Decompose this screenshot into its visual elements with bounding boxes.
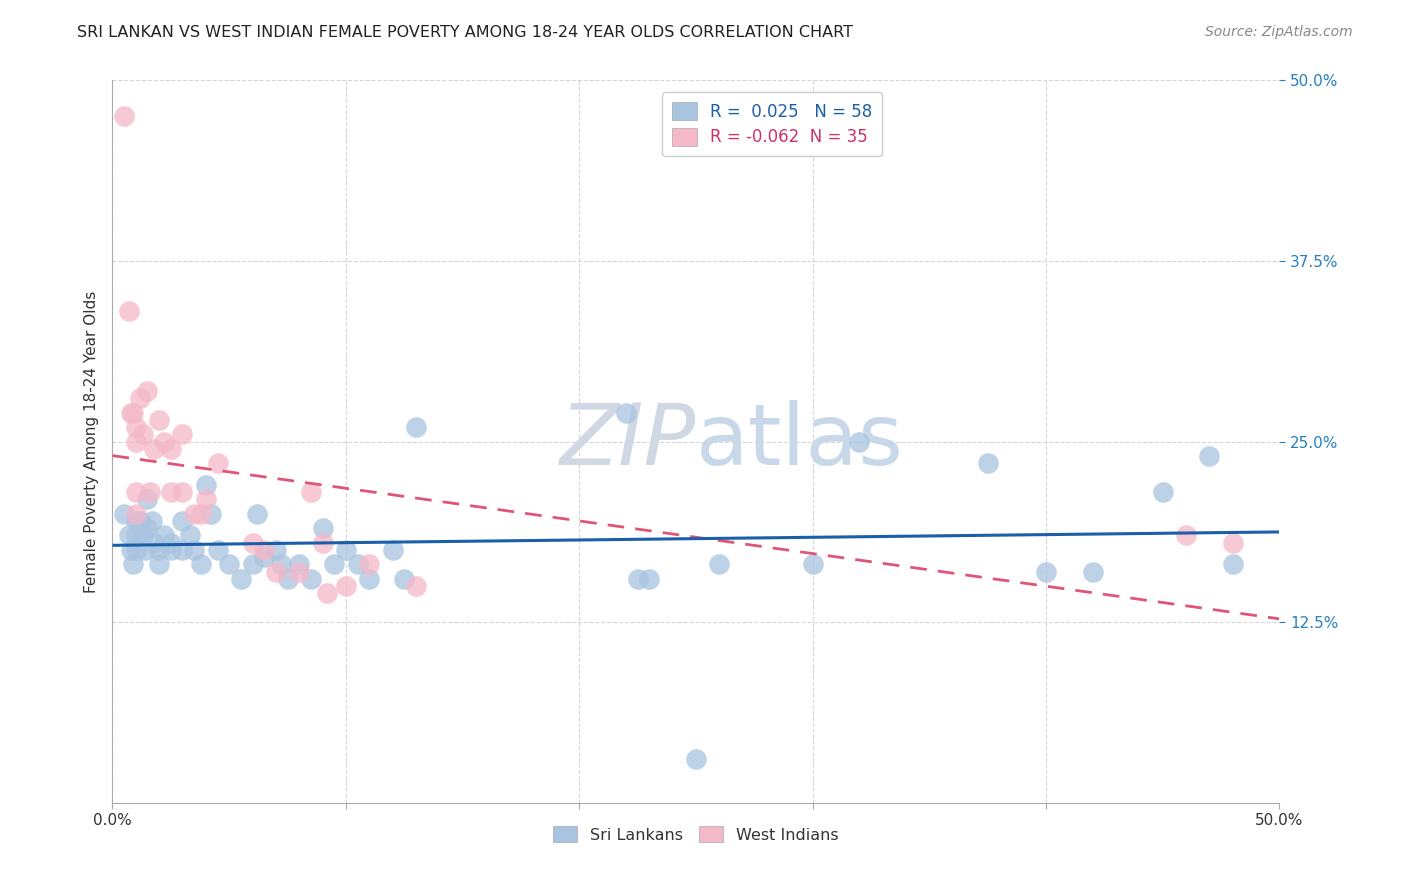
Point: [125, 507, 148, 521]
Legend: Sri Lankans, West Indians: Sri Lankans, West Indians: [547, 820, 845, 849]
Point: [335, 542, 357, 557]
Point: [299, 572, 322, 586]
Point: [1081, 565, 1104, 579]
Point: [709, 558, 731, 572]
Point: [132, 528, 155, 542]
Point: [125, 528, 148, 542]
Point: [276, 572, 298, 586]
Point: [190, 507, 212, 521]
Point: [1222, 535, 1244, 549]
Point: [172, 427, 194, 442]
Point: [264, 565, 287, 579]
Point: [160, 542, 183, 557]
Text: SRI LANKAN VS WEST INDIAN FEMALE POVERTY AMONG 18-24 YEAR OLDS CORRELATION CHART: SRI LANKAN VS WEST INDIAN FEMALE POVERTY…: [77, 25, 853, 40]
Point: [381, 542, 404, 557]
Point: [270, 558, 292, 572]
Point: [190, 558, 212, 572]
Point: [112, 110, 135, 124]
Point: [172, 542, 194, 557]
Point: [148, 558, 170, 572]
Point: [139, 485, 162, 500]
Point: [122, 406, 145, 420]
Point: [614, 406, 637, 420]
Point: [1175, 528, 1198, 542]
Text: Source: ZipAtlas.com: Source: ZipAtlas.com: [1205, 25, 1353, 39]
Point: [346, 558, 368, 572]
Point: [218, 558, 240, 572]
Point: [200, 507, 222, 521]
Point: [299, 485, 322, 500]
Y-axis label: Female Poverty Among 18-24 Year Olds: Female Poverty Among 18-24 Year Olds: [83, 291, 98, 592]
Point: [118, 528, 141, 542]
Point: [194, 478, 217, 492]
Point: [685, 752, 707, 766]
Point: [848, 434, 870, 449]
Point: [129, 514, 152, 528]
Point: [394, 572, 416, 586]
Point: [311, 521, 333, 535]
Point: [1035, 565, 1057, 579]
Point: [160, 442, 183, 456]
Point: [316, 586, 339, 600]
Point: [801, 558, 824, 572]
Point: [638, 572, 661, 586]
Point: [976, 456, 998, 470]
Point: [172, 514, 194, 528]
Point: [143, 442, 166, 456]
Point: [136, 492, 159, 507]
Point: [120, 406, 142, 420]
Point: [229, 572, 252, 586]
Point: [134, 542, 156, 557]
Point: [125, 434, 148, 449]
Point: [253, 550, 276, 565]
Point: [183, 542, 205, 557]
Point: [288, 558, 311, 572]
Point: [112, 507, 135, 521]
Point: [125, 485, 148, 500]
Point: [207, 542, 229, 557]
Point: [405, 420, 427, 434]
Point: [172, 485, 194, 500]
Point: [405, 579, 427, 593]
Point: [1222, 558, 1244, 572]
Text: atlas: atlas: [696, 400, 904, 483]
Point: [148, 413, 170, 427]
Point: [323, 558, 346, 572]
Point: [242, 558, 264, 572]
Point: [183, 507, 205, 521]
Point: [136, 384, 159, 398]
Point: [1198, 449, 1220, 463]
Point: [335, 579, 357, 593]
Point: [129, 391, 152, 405]
Point: [160, 535, 183, 549]
Point: [125, 420, 148, 434]
Point: [194, 492, 217, 507]
Point: [143, 535, 166, 549]
Point: [207, 456, 229, 470]
Point: [288, 565, 311, 579]
Point: [148, 542, 170, 557]
Point: [141, 514, 163, 528]
Point: [153, 528, 176, 542]
Point: [311, 535, 333, 549]
Point: [122, 558, 145, 572]
Point: [253, 542, 276, 557]
Point: [179, 528, 201, 542]
Point: [153, 434, 176, 449]
Point: [359, 558, 381, 572]
Point: [1152, 485, 1174, 500]
Point: [264, 542, 287, 557]
Point: [136, 521, 159, 535]
Point: [160, 485, 183, 500]
Point: [246, 507, 269, 521]
Point: [132, 427, 155, 442]
Point: [125, 542, 148, 557]
Point: [120, 542, 142, 557]
Point: [125, 514, 148, 528]
Point: [359, 572, 381, 586]
Point: [627, 572, 650, 586]
Point: [118, 304, 141, 318]
Text: ZIP: ZIP: [560, 400, 696, 483]
Point: [242, 535, 264, 549]
